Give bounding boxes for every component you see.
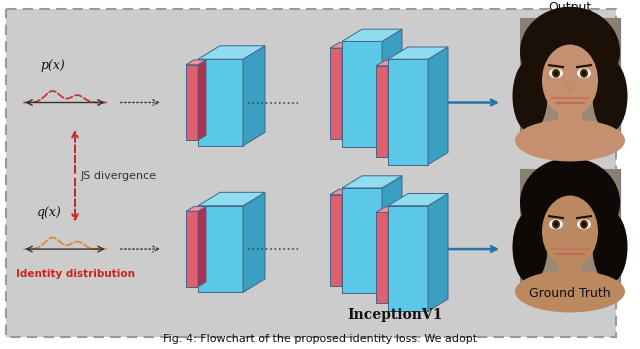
Polygon shape [376, 60, 397, 66]
Bar [520, 18, 620, 138]
Polygon shape [388, 59, 428, 165]
Polygon shape [342, 188, 382, 294]
Bar [520, 169, 620, 289]
Ellipse shape [580, 69, 588, 78]
Text: p(x): p(x) [40, 59, 65, 72]
Polygon shape [388, 207, 397, 304]
Polygon shape [198, 207, 206, 287]
Ellipse shape [582, 71, 586, 76]
Ellipse shape [549, 68, 563, 79]
Polygon shape [388, 47, 448, 59]
Ellipse shape [513, 211, 547, 283]
Ellipse shape [520, 158, 620, 248]
Ellipse shape [577, 219, 591, 229]
Text: Fig. 4: Flowchart of the proposed identity loss. We adopt: Fig. 4: Flowchart of the proposed identi… [163, 334, 477, 344]
Ellipse shape [513, 60, 547, 132]
Ellipse shape [515, 270, 625, 312]
Polygon shape [388, 206, 428, 311]
Polygon shape [243, 46, 265, 146]
Ellipse shape [542, 45, 598, 117]
Polygon shape [388, 194, 448, 206]
Polygon shape [186, 211, 198, 287]
Text: Ground Truth: Ground Truth [529, 287, 611, 300]
Polygon shape [428, 194, 448, 311]
Polygon shape [186, 60, 206, 65]
Text: Identity distribution: Identity distribution [16, 269, 135, 279]
Polygon shape [342, 43, 351, 139]
Polygon shape [342, 189, 351, 286]
Ellipse shape [542, 195, 598, 267]
Polygon shape [428, 47, 448, 165]
Ellipse shape [593, 211, 627, 283]
Ellipse shape [577, 68, 591, 79]
Polygon shape [198, 60, 206, 140]
Ellipse shape [580, 220, 588, 229]
Polygon shape [342, 176, 402, 188]
Polygon shape [330, 189, 351, 195]
Polygon shape [198, 46, 265, 59]
Polygon shape [342, 42, 382, 147]
Bar [520, 169, 620, 229]
Polygon shape [330, 43, 351, 48]
Polygon shape [198, 192, 265, 206]
Text: InceptionV1: InceptionV1 [348, 308, 443, 322]
Ellipse shape [554, 222, 558, 227]
Polygon shape [376, 213, 388, 304]
Ellipse shape [549, 219, 563, 229]
Bar [558, 263, 582, 293]
Text: q(x): q(x) [37, 206, 61, 219]
Polygon shape [198, 206, 243, 292]
Polygon shape [330, 195, 342, 286]
Ellipse shape [582, 222, 586, 227]
Bar [520, 18, 620, 78]
Bar [558, 112, 582, 142]
Text: Output: Output [548, 1, 591, 14]
Polygon shape [198, 59, 243, 146]
Polygon shape [388, 60, 397, 157]
Polygon shape [376, 66, 388, 157]
Polygon shape [342, 29, 402, 42]
Polygon shape [376, 207, 397, 213]
Polygon shape [186, 65, 198, 140]
Ellipse shape [593, 60, 627, 132]
Ellipse shape [554, 71, 558, 76]
Text: JS divergence: JS divergence [81, 171, 157, 181]
Ellipse shape [515, 119, 625, 162]
Ellipse shape [552, 220, 560, 229]
Ellipse shape [520, 7, 620, 97]
Polygon shape [243, 192, 265, 292]
Polygon shape [330, 48, 342, 139]
Polygon shape [382, 29, 402, 147]
Polygon shape [382, 176, 402, 294]
Polygon shape [186, 207, 206, 211]
Ellipse shape [552, 69, 560, 78]
